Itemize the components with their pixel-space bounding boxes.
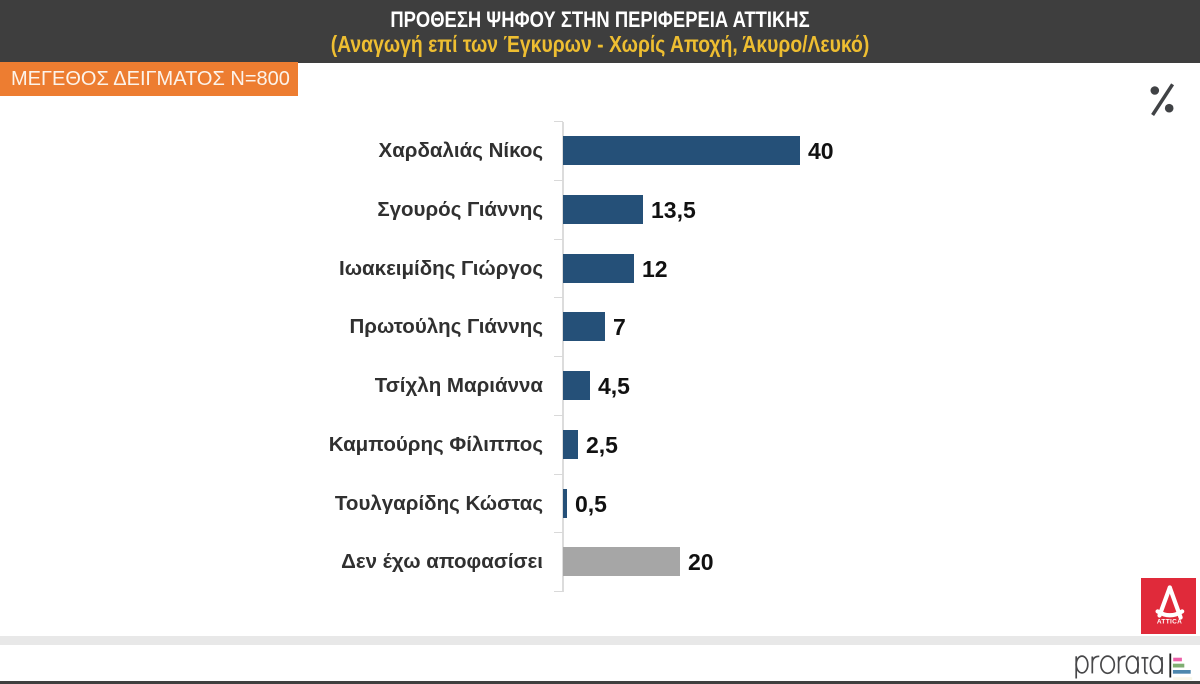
svg-text:ATTICA: ATTICA — [1157, 619, 1182, 626]
